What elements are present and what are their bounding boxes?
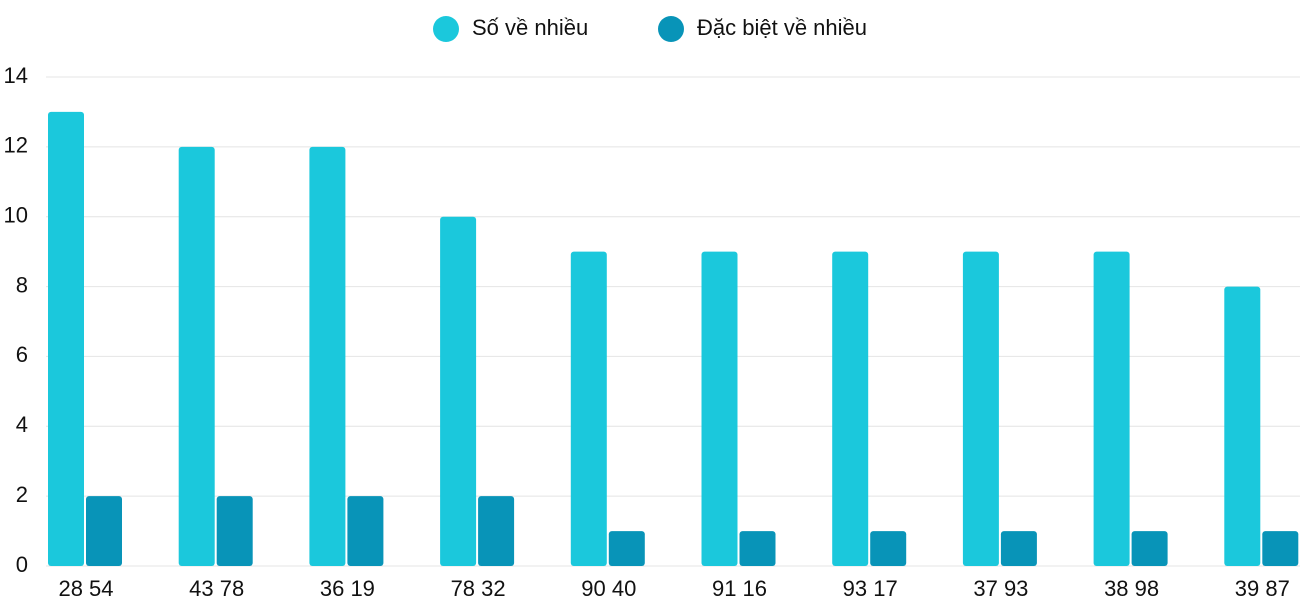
x-tick-label: 43 78 xyxy=(189,576,244,600)
bar xyxy=(570,251,607,566)
y-tick-label: 2 xyxy=(16,482,28,507)
x-tick-label: 78 32 xyxy=(451,576,506,600)
bar xyxy=(1131,531,1168,566)
bar xyxy=(832,251,869,566)
y-tick-label: 8 xyxy=(16,272,28,297)
bar xyxy=(86,496,122,566)
x-tick-label: 91 16 xyxy=(712,576,767,600)
x-tick-label: 36 19 xyxy=(320,576,375,600)
y-tick-label: 6 xyxy=(16,342,28,367)
bar xyxy=(48,111,84,566)
bar xyxy=(701,251,738,566)
bar xyxy=(178,146,215,566)
bar xyxy=(1224,286,1261,566)
bar xyxy=(739,531,776,566)
x-tick-label: 90 40 xyxy=(581,576,636,600)
legend-marker xyxy=(658,16,684,42)
bar xyxy=(608,531,645,566)
y-tick-label: 12 xyxy=(4,133,28,158)
bar xyxy=(440,216,477,566)
legend-label: Số về nhiều xyxy=(472,15,588,40)
x-tick-label: 38 98 xyxy=(1104,576,1159,600)
bar xyxy=(216,496,253,566)
y-tick-label: 4 xyxy=(16,412,28,437)
x-tick-label: 39 87 xyxy=(1235,576,1290,600)
y-tick-label: 14 xyxy=(4,63,28,88)
legend-label: Đặc biệt về nhiều xyxy=(697,15,867,40)
legend-marker xyxy=(433,16,459,42)
bar xyxy=(1093,251,1130,566)
bar xyxy=(478,496,515,566)
bar xyxy=(870,531,907,566)
bar xyxy=(309,146,346,566)
bar xyxy=(1000,531,1037,566)
y-tick-label: 10 xyxy=(4,203,28,228)
x-tick-label: 93 17 xyxy=(843,576,898,600)
y-tick-label: 0 xyxy=(16,552,28,577)
bar xyxy=(962,251,999,566)
x-tick-label: 37 93 xyxy=(973,576,1028,600)
bar xyxy=(1262,531,1299,566)
bar xyxy=(347,496,384,566)
x-tick-label: 28 54 xyxy=(58,576,113,600)
